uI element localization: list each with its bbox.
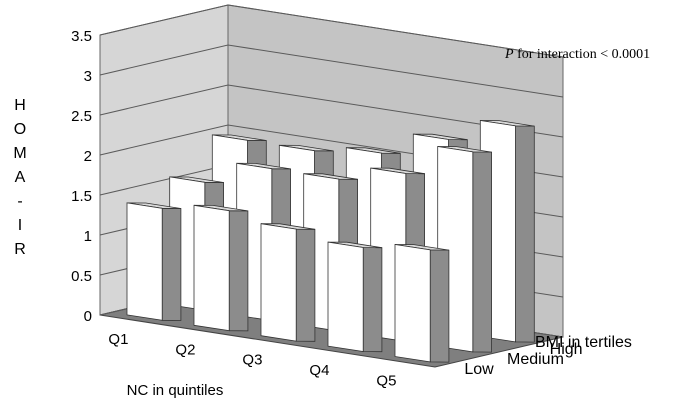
y-label-char: O <box>14 121 26 138</box>
y-axis-ticks: 0 0.5 1 1.5 2 2.5 3 3.5 <box>71 28 92 325</box>
interaction-text: for interaction < 0.0001 <box>514 47 651 62</box>
bar-front <box>261 224 296 341</box>
bar-side <box>430 250 449 362</box>
y-label-char: M <box>13 145 26 162</box>
x-tick-label: Q4 <box>309 362 329 379</box>
interaction-annotation: P for interaction < 0.0001 <box>505 47 650 63</box>
bar-low-q2 <box>194 205 248 331</box>
x-tick-label: Q1 <box>108 331 128 348</box>
y-tick-label: 1.5 <box>71 188 92 205</box>
y-tick-label: 3.5 <box>71 28 92 45</box>
y-label-char: H <box>14 97 26 114</box>
y-label-char: R <box>14 241 26 258</box>
y-label-char: - <box>17 193 22 210</box>
bar-low-q1 <box>127 203 181 321</box>
bar-low-q3 <box>261 224 315 342</box>
x-tick-label: Q2 <box>175 341 195 358</box>
bar-front <box>127 203 162 320</box>
x-tick-label: Q5 <box>376 372 396 389</box>
bar-front <box>328 242 363 351</box>
bar-low-q4 <box>328 242 382 352</box>
bar-low-q5 <box>395 245 449 363</box>
bar-side <box>162 208 181 320</box>
bar-side <box>296 229 315 341</box>
bar-side <box>363 248 382 352</box>
bar-side <box>516 126 535 342</box>
bar-front <box>194 205 229 330</box>
depth-axis-label: BMI in tertiles <box>535 334 632 351</box>
y-tick-label: 2 <box>84 148 92 165</box>
bar-front <box>395 245 430 362</box>
bar-side <box>229 211 248 331</box>
depth-tick-label: Low <box>464 361 494 378</box>
y-tick-label: 3 <box>84 68 92 85</box>
x-axis-label: NC in quintiles <box>127 382 224 399</box>
x-tick-label: Q3 <box>242 352 262 369</box>
y-label-char: I <box>18 217 22 234</box>
y-label-char: A <box>15 169 26 186</box>
bar-side <box>473 152 492 352</box>
y-tick-label: 2.5 <box>71 108 92 125</box>
p-symbol: P <box>505 47 514 62</box>
y-tick-label: 0.5 <box>71 268 92 285</box>
y-tick-label: 1 <box>84 228 92 245</box>
y-tick-label: 0 <box>84 308 92 325</box>
